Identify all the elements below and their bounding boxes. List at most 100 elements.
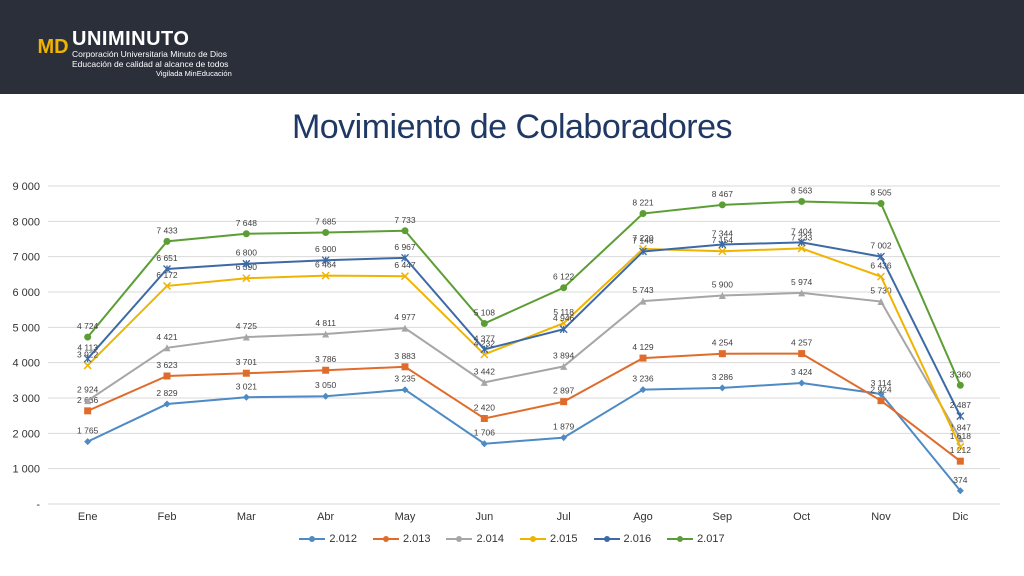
data-point: [559, 325, 568, 334]
data-label: 2 829: [156, 388, 178, 398]
line-chart: - 1 000 2 000 3 000 4 000 5 000 6 000 7 000 8 00…: [12, 181, 1000, 523]
data-point: [401, 386, 409, 394]
data-label: 5 743: [632, 285, 654, 295]
data-label: 7 685: [315, 216, 337, 226]
data-point: [400, 272, 410, 281]
x-tick-label: Nov: [871, 511, 891, 523]
data-point: [798, 379, 806, 387]
x-tick-label: Jul: [557, 511, 571, 523]
data-label: 374: [953, 475, 967, 485]
data-label: 8 505: [870, 187, 892, 197]
data-point: [718, 240, 727, 249]
x-tick-label: Dic: [952, 511, 968, 523]
data-label: 6 122: [553, 272, 575, 282]
data-point: [321, 271, 330, 280]
series-2016: 4 113 6 651 6 800 6 900 6 967 4 377 4 946 7 146…: [77, 226, 972, 421]
data-label: 1 765: [77, 426, 99, 436]
series-2012: 1 765 2 829 3 021 3 050 3 235 1 706 1 879 3 236…: [77, 367, 968, 495]
series-line: [87, 352, 961, 462]
legend-item: 2.013: [372, 530, 431, 548]
data-point: [877, 252, 885, 261]
data-label: 1 212: [950, 445, 972, 455]
data-point: [559, 319, 568, 328]
data-label: 3 235: [394, 374, 416, 384]
data-point: [84, 407, 92, 415]
data-point: [480, 345, 489, 354]
y-tick-label: 1 000: [12, 464, 40, 476]
data-label: 7 002: [870, 241, 892, 251]
uniminuto-logo: MD UNIMINUTO Corporación Universitaria M…: [36, 26, 256, 78]
data-point: [480, 320, 488, 328]
data-label: 3 050: [315, 380, 337, 390]
header-banner: MD UNIMINUTO Corporación Universitaria M…: [0, 0, 1024, 94]
data-label: 6 447: [394, 260, 416, 270]
legend-label: 2.015: [550, 533, 578, 545]
legend-label: 2.017: [697, 533, 725, 545]
data-point: [956, 412, 965, 421]
data-label: 8 563: [791, 185, 813, 195]
data-label: 1 879: [553, 422, 575, 432]
data-point: [84, 438, 92, 446]
x-tick-label: Sep: [713, 511, 733, 523]
data-label: 4 257: [791, 338, 813, 348]
data-label: 7 648: [236, 218, 258, 228]
data-label: 2 487: [950, 400, 972, 410]
y-tick-label: 4 000: [12, 358, 40, 370]
data-label: 3 922: [77, 349, 99, 359]
data-label: 3 021: [236, 381, 258, 391]
logo-mark-text: MD: [37, 36, 68, 58]
legend-swatch: [299, 536, 326, 542]
data-point: [718, 201, 726, 209]
data-label: 7 433: [156, 225, 178, 235]
data-point: [718, 350, 726, 358]
legend-item: 2.017: [667, 530, 725, 548]
x-tick-label: Ago: [633, 511, 653, 523]
data-label: 4 232: [474, 338, 496, 348]
logo-subtitle-3: Vigilada MinEducación: [156, 69, 232, 78]
data-point: [401, 324, 409, 332]
series-line: [86, 247, 962, 448]
data-label: 7 344: [712, 229, 734, 239]
data-label: 3 883: [394, 351, 416, 361]
data-label: 5 108: [474, 308, 496, 318]
data-point: [639, 354, 647, 362]
data-point: [163, 237, 171, 245]
y-tick-label: 3 000: [12, 393, 40, 405]
data-label: 7 733: [394, 215, 416, 225]
x-tick-label: Mar: [237, 511, 256, 523]
data-point: [162, 281, 172, 290]
data-point: [242, 369, 250, 377]
data-point: [242, 393, 250, 401]
logo-subtitle-1: Corporación Universitaria Minuto de Dios: [72, 49, 227, 59]
data-point: [321, 256, 330, 265]
legend-swatch: [446, 536, 473, 542]
data-label: 7 154: [712, 235, 734, 245]
y-tick-label: 9 000: [12, 181, 40, 193]
x-tick-label: Feb: [158, 511, 177, 523]
data-label: 5 730: [870, 286, 892, 296]
data-point: [480, 378, 488, 386]
legend-item: 2.012: [299, 530, 357, 548]
y-tick-label: 5 000: [12, 322, 40, 334]
data-point: [877, 298, 885, 306]
data-label: 4 377: [474, 333, 496, 343]
data-label: 4 946: [553, 313, 575, 323]
data-point: [401, 227, 409, 235]
data-point: [956, 381, 964, 389]
legend-item: 2.014: [446, 530, 504, 548]
data-point: [956, 435, 964, 443]
data-label: 2 420: [474, 402, 496, 412]
legend-item: 2.016: [593, 530, 651, 548]
data-label: 8 221: [632, 198, 654, 208]
legend-label: 2.013: [402, 533, 431, 545]
series-line: [86, 200, 962, 386]
data-label: 3 286: [712, 372, 734, 382]
chart-legend: 2.012 2.013 2.014 2.015 2.016 2.017: [0, 530, 1024, 548]
data-label: 6 172: [156, 270, 178, 280]
data-label: 4 421: [156, 332, 178, 342]
logo-subtitle-2: Educación de calidad al alcance de todos: [72, 59, 229, 69]
data-label: 6 651: [156, 253, 178, 263]
logo-title: UNIMINUTO: [72, 28, 190, 50]
data-label: 3 114: [871, 378, 892, 388]
y-tick-label: 2 000: [12, 428, 40, 440]
